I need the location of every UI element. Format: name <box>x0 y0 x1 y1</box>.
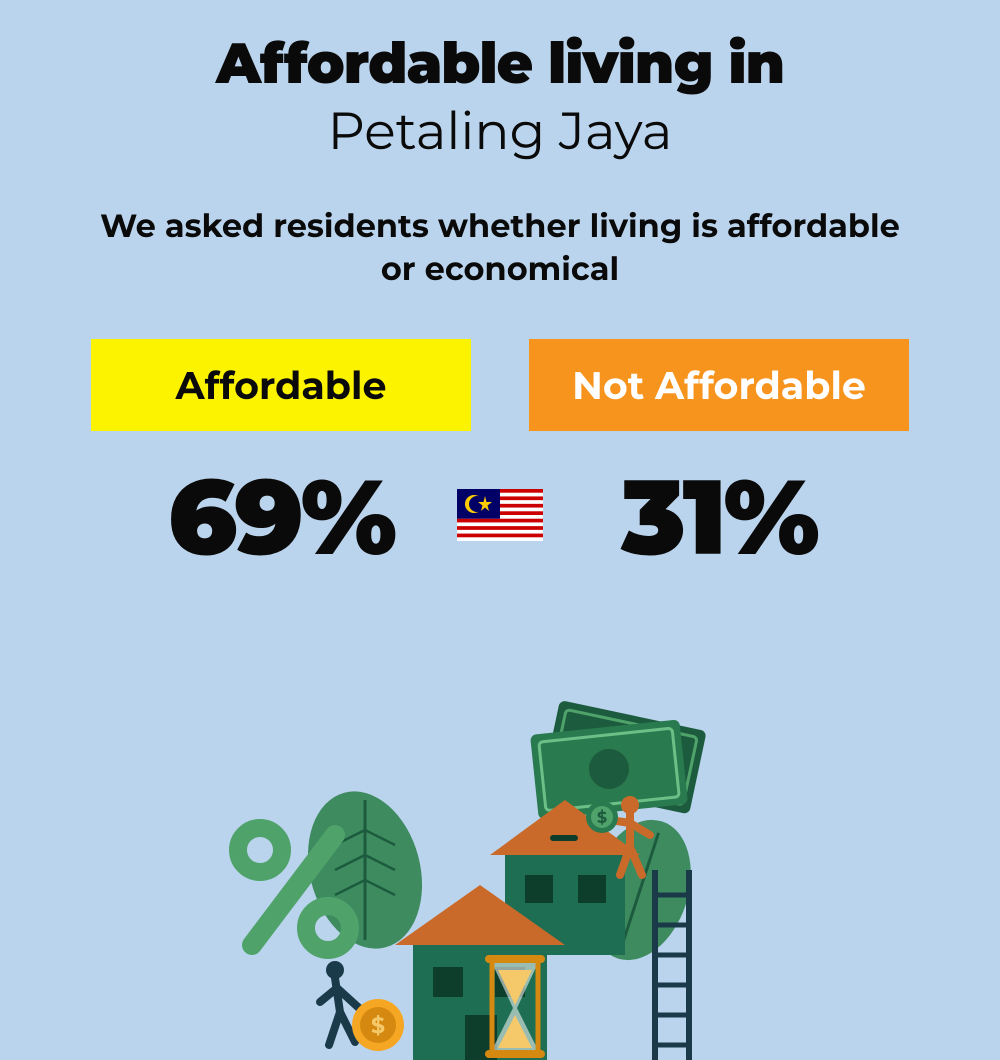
svg-text:$: $ <box>371 1012 385 1039</box>
title-main: Affordable living in <box>0 30 1000 98</box>
title-sub: Petaling Jaya <box>0 100 1000 163</box>
stat-affordable-label: Affordable <box>91 339 471 431</box>
stat-affordable: Affordable 69% <box>91 339 471 581</box>
svg-text:$: $ <box>597 809 607 828</box>
coin-icon: $ <box>352 999 404 1051</box>
stat-affordable-value: 69% <box>168 453 394 581</box>
stat-not-affordable: Not Affordable 31% <box>529 339 909 581</box>
stat-not-affordable-label: Not Affordable <box>529 339 909 431</box>
stats-row: Affordable 69% Not Affordable 31% <box>0 339 1000 581</box>
stat-not-affordable-value: 31% <box>621 453 817 581</box>
malaysia-flag-icon <box>457 489 543 541</box>
title-block: Affordable living in Petaling Jaya <box>0 0 1000 163</box>
subtitle-text: We asked residents whether living is aff… <box>0 205 1000 291</box>
hourglass-icon <box>485 955 545 1058</box>
housing-illustration: $ $ <box>200 680 800 1060</box>
